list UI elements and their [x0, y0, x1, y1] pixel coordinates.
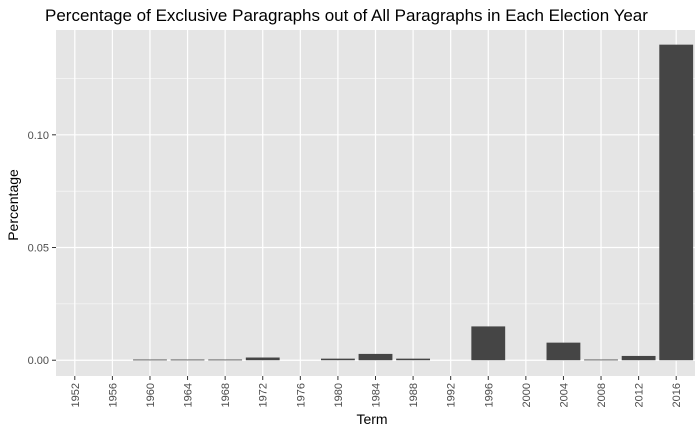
bar	[584, 359, 618, 361]
x-tick-label: 2008	[596, 383, 608, 407]
bar	[659, 44, 694, 361]
x-tick-label: 1984	[371, 383, 383, 407]
bar	[471, 326, 506, 361]
x-tick-label: 1980	[333, 383, 345, 407]
x-axis: 1952 1956 1960 1964 1968 1972 1976 1980 1984 1988…	[70, 376, 683, 407]
chart-title: Percentage of Exclusive Paragraphs out o…	[45, 6, 648, 25]
x-tick-label: 1996	[483, 383, 495, 407]
bar	[208, 359, 243, 361]
y-tick-label: 0.05	[28, 243, 49, 255]
y-axis-label: Percentage	[5, 169, 21, 241]
bar	[320, 358, 355, 361]
x-tick-label: 1960	[145, 383, 157, 407]
grid-major	[56, 30, 695, 376]
x-tick-label: 2016	[671, 383, 683, 407]
y-axis: 0.00 0.05 0.10	[28, 130, 56, 367]
x-tick-label: 1992	[446, 383, 458, 407]
bars	[133, 44, 694, 361]
x-tick-label: 1976	[295, 383, 307, 407]
x-tick-label: 1956	[107, 383, 119, 407]
x-tick-label: 1952	[70, 383, 82, 407]
y-tick-label: 0.10	[28, 130, 49, 142]
bar	[396, 358, 431, 361]
x-tick-label: 2012	[634, 383, 646, 407]
x-tick-label: 2004	[558, 383, 570, 407]
x-tick-label: 1972	[258, 383, 270, 407]
x-axis-label: Term	[356, 411, 387, 427]
bar	[358, 353, 393, 361]
x-tick-label: 1988	[408, 383, 420, 407]
bar	[621, 355, 656, 361]
bar	[170, 359, 205, 361]
bar	[546, 342, 581, 361]
x-tick-label: 2000	[521, 383, 533, 407]
x-tick-label: 1968	[220, 383, 232, 407]
bar	[245, 357, 280, 361]
x-tick-label: 1964	[183, 383, 195, 407]
y-tick-label: 0.00	[28, 355, 49, 367]
bar	[133, 359, 167, 361]
